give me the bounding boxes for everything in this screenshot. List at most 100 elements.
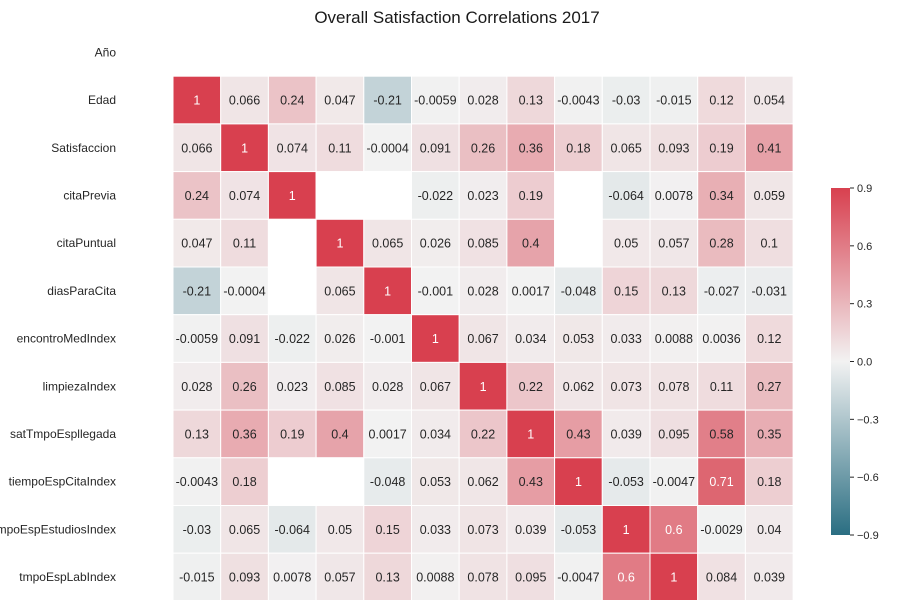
cell-value-label: 1 [527,427,534,441]
row-label: diasParaCita [47,284,116,298]
heatmap-cell [458,457,508,506]
heatmap-cell [744,28,794,77]
heatmap-cell [554,266,603,316]
cell-value-label: 0.085 [324,380,355,394]
heatmap-cell [315,266,365,316]
cell-value-label: 0.057 [324,571,355,585]
heatmap-cell [172,28,222,77]
cell-value-label: 0.047 [181,237,212,251]
colorbar-tick-label: 0.9 [857,183,872,195]
cell-value-label: -0.031 [752,284,787,298]
heatmap-cell [172,218,222,268]
cell-value-label: -0.001 [370,332,405,346]
cell-value-label: 0.026 [324,332,355,346]
cell-value-label: 0.13 [375,571,399,585]
heatmap-cell [601,361,651,411]
heatmap-cell [744,361,794,411]
heatmap-cell [458,28,508,77]
heatmap-cell [315,28,365,77]
cell-value-label: 0.091 [420,141,451,155]
cell-value-label: -0.03 [612,94,641,108]
cell-value-label: 0.1 [761,237,778,251]
row-label: satTmpoEspllegada [10,427,116,441]
cell-value-label: 0.11 [233,237,256,251]
heatmap-cell [220,266,269,316]
heatmap-cell [744,171,794,220]
cell-value-label: 0.091 [229,332,260,346]
heatmap-cell [172,75,222,125]
cell-value-label: 0.039 [515,523,546,537]
cell-value-label: -0.064 [275,523,310,537]
cell-value-label: 0.15 [375,523,399,537]
cell-value-label: -0.022 [418,189,453,203]
cell-value-label: 0.28 [709,237,733,251]
heatmap-cell [220,75,269,125]
cell-value-label: 0.05 [614,237,638,251]
cell-value-label: 0.0017 [369,427,407,441]
row-label: Satisfaccion [51,141,116,155]
cell-value-label: 0.18 [232,475,256,489]
heatmap-cell [458,123,508,173]
cell-value-label: 0.13 [662,284,686,298]
cell-value-label: 1 [432,332,439,346]
cell-value-label: 0.093 [229,571,260,585]
heatmap-cell [554,171,603,220]
heatmap-cell [220,361,269,411]
cell-value-label: -0.015 [656,94,691,108]
cell-value-label: 0.24 [280,94,304,108]
heatmap-cell [172,266,222,316]
heatmap-cell [506,314,556,363]
heatmap-cell [172,361,222,411]
heatmap-cell [649,218,699,268]
heatmap-cell [411,409,460,459]
cell-value-label: -0.064 [608,189,643,203]
colorbar-tick-label: 0.0 [857,357,872,369]
row-label: tmpoEspLabIndex [19,570,116,584]
colorbar-tick-label: −0.6 [857,472,879,484]
cell-value-label: 0.028 [181,380,212,394]
cell-value-label: 0.065 [229,523,260,537]
heatmap-cell [267,28,317,77]
heatmap-cells: 1 0.066 0.24 0.047 -0.21 -0.0059 0.028 0.13 -0.0… [172,28,794,600]
heatmap-cell [601,28,651,77]
heatmap-cell [363,171,412,220]
row-label: encontroMedIndex [17,332,116,346]
heatmap-cell [649,552,699,600]
cell-value-label: -0.0047 [557,571,599,585]
cell-value-label: 0.0017 [512,284,550,298]
heatmap-cell [172,171,222,220]
cell-value-label: 0.12 [709,94,733,108]
cell-value-label: 0.028 [467,94,498,108]
row-label: Año [95,45,117,59]
heatmap-cell [697,552,746,600]
heatmap-cell [363,266,412,316]
heatmap-cell [601,266,651,316]
cell-value-label: 0.18 [757,475,781,489]
heatmap-cell [744,505,794,554]
heatmap-cell [554,457,603,506]
heatmap-cell [697,457,746,506]
heatmap-cell [649,28,699,77]
heatmap-cell [220,171,269,220]
cell-value-label: 0.034 [515,332,546,346]
colorbar-tick-label: 0.6 [857,241,872,253]
cell-value-label: 0.093 [658,141,689,155]
cell-value-label: 0.066 [181,141,212,155]
heatmap-cell [649,409,699,459]
cell-value-label: -0.053 [561,523,596,537]
heatmap-cell [601,409,651,459]
cell-value-label: 0.062 [467,475,498,489]
heatmap-cell [267,266,317,316]
heatmap-cell [554,361,603,411]
cell-value-label: -0.001 [418,284,453,298]
heatmap-cell [267,218,317,268]
cell-value-label: 0.073 [467,523,498,537]
cell-value-label: 0.095 [515,571,546,585]
heatmap-cell [363,314,412,363]
cell-value-label: 0.095 [658,427,689,441]
cell-value-label: 0.22 [519,380,543,394]
cell-value-label: 0.27 [757,380,781,394]
cell-value-label: 0.065 [611,141,642,155]
cell-value-label: 0.033 [420,523,451,537]
